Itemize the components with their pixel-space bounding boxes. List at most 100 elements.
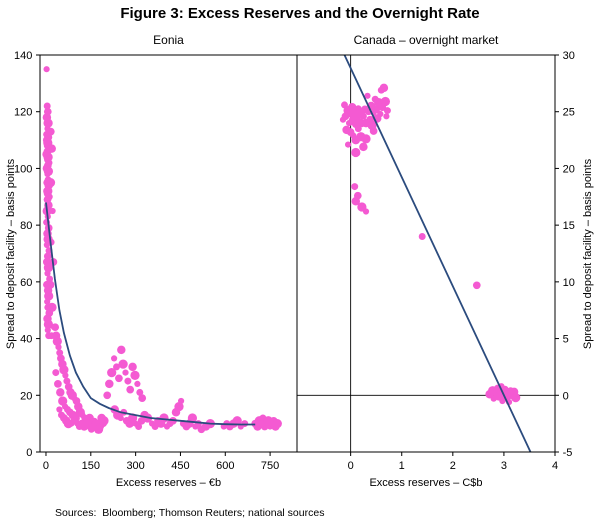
- x-tick-label: 4: [552, 460, 558, 472]
- scatter-point: [111, 355, 118, 362]
- y-tick-label: 60: [20, 277, 32, 289]
- scatter-point: [45, 280, 55, 289]
- scatter-point: [117, 345, 126, 355]
- scatter-point: [47, 302, 57, 313]
- scatter-point: [359, 142, 368, 152]
- scatter-point: [361, 134, 371, 144]
- y-tick-label: 80: [20, 220, 32, 232]
- y-tick-label: 25: [563, 107, 575, 119]
- scatter-point: [372, 105, 381, 114]
- scatter-point: [418, 233, 426, 240]
- scatter-point: [44, 291, 54, 301]
- scatter-point: [364, 92, 371, 99]
- x-tick-label: 600: [216, 460, 234, 472]
- y-tick-label: 120: [14, 107, 32, 119]
- scatter-point: [511, 392, 521, 403]
- scatter-point: [113, 363, 120, 371]
- scatter-point: [130, 370, 140, 381]
- scatter-point: [138, 394, 147, 402]
- y-tick-label: 40: [20, 334, 32, 346]
- y-tick-label: 30: [563, 50, 575, 62]
- scatter-point: [43, 66, 50, 73]
- scatter-point: [115, 374, 123, 383]
- y-tick-label: 0: [26, 447, 32, 459]
- scatter-point: [117, 414, 124, 422]
- y-tick-label: 15: [563, 220, 575, 232]
- scatter-point: [56, 349, 64, 357]
- panel-title-canada: Canada – overnight market: [353, 33, 499, 47]
- scatter-point: [59, 365, 69, 375]
- x-tick-label: 2: [450, 460, 456, 472]
- scatter-point: [159, 413, 169, 423]
- scatter-point: [351, 183, 359, 191]
- scatter-point: [62, 372, 69, 379]
- x-tick-label: 300: [126, 460, 144, 472]
- y-tick-label: 5: [563, 334, 569, 346]
- scatter-point: [383, 113, 390, 120]
- y-tick-label: 10: [563, 277, 575, 289]
- y-axis-label-left: Spread to deposit facility – basis point…: [5, 158, 17, 350]
- scatter-point: [377, 110, 384, 118]
- x-tick-label: 3: [501, 460, 507, 472]
- fit-line: [45, 202, 256, 426]
- scatter-point: [151, 423, 159, 430]
- plot-frame: [39, 54, 298, 453]
- scatter-point: [134, 380, 141, 387]
- scatter-point: [105, 379, 114, 389]
- y-tick-label: -5: [563, 447, 573, 459]
- plot-frame: [296, 54, 556, 453]
- scatter-point: [472, 281, 481, 290]
- scatter-point: [359, 112, 367, 120]
- x-axis-label-canada: Excess reserves – C$b: [369, 477, 483, 489]
- scatter-point: [380, 96, 391, 107]
- scatter-point: [178, 397, 185, 405]
- x-tick-label: 750: [261, 460, 279, 472]
- scatter-point: [351, 197, 361, 206]
- scatter-point: [103, 391, 112, 400]
- scatter-point: [174, 401, 184, 412]
- scatter-point: [107, 367, 117, 378]
- scatter-point: [43, 102, 51, 110]
- scatter-point: [43, 319, 54, 330]
- x-tick-label: 0: [348, 460, 354, 472]
- scatter-point: [128, 362, 137, 372]
- scatter-point: [44, 298, 51, 305]
- scatter-point: [118, 359, 128, 369]
- scatter-point: [232, 416, 242, 426]
- panel-title-eonia: Eonia: [153, 33, 184, 47]
- scatter-point: [44, 270, 51, 277]
- scatter-point: [354, 125, 362, 133]
- scatter-point: [379, 83, 389, 93]
- scatter-point: [272, 418, 282, 429]
- figure-title: Figure 3: Excess Reserves and the Overni…: [120, 5, 480, 22]
- y-tick-label: 100: [14, 163, 32, 175]
- scatter-point: [63, 377, 71, 385]
- scatter-point: [122, 369, 129, 376]
- scatter-point: [52, 369, 60, 377]
- scatter-point: [52, 336, 62, 347]
- x-tick-label: 150: [82, 460, 100, 472]
- x-tick-label: 0: [43, 460, 49, 472]
- scatter-point: [345, 141, 352, 148]
- scatter-point: [124, 377, 132, 385]
- scatter-point: [126, 385, 135, 394]
- scatter-point: [241, 420, 249, 428]
- x-tick-label: 1: [399, 460, 405, 472]
- scatter-point: [46, 127, 55, 136]
- scatter-point: [369, 127, 378, 135]
- y-tick-label: 20: [20, 390, 32, 402]
- scatter-point: [51, 323, 60, 332]
- scatter-point: [56, 406, 63, 413]
- scatter-point: [49, 207, 56, 215]
- scatter-point: [351, 147, 361, 158]
- y-axis-label-right: Spread to deposit facility – basis point…: [582, 158, 594, 350]
- scatter-point: [43, 263, 54, 273]
- scatter-point: [47, 144, 56, 153]
- scatter-point: [99, 420, 107, 428]
- scatter-point: [136, 388, 144, 396]
- y-tick-label: 140: [14, 50, 32, 62]
- scatter-point: [44, 327, 51, 334]
- fit-line: [343, 55, 532, 452]
